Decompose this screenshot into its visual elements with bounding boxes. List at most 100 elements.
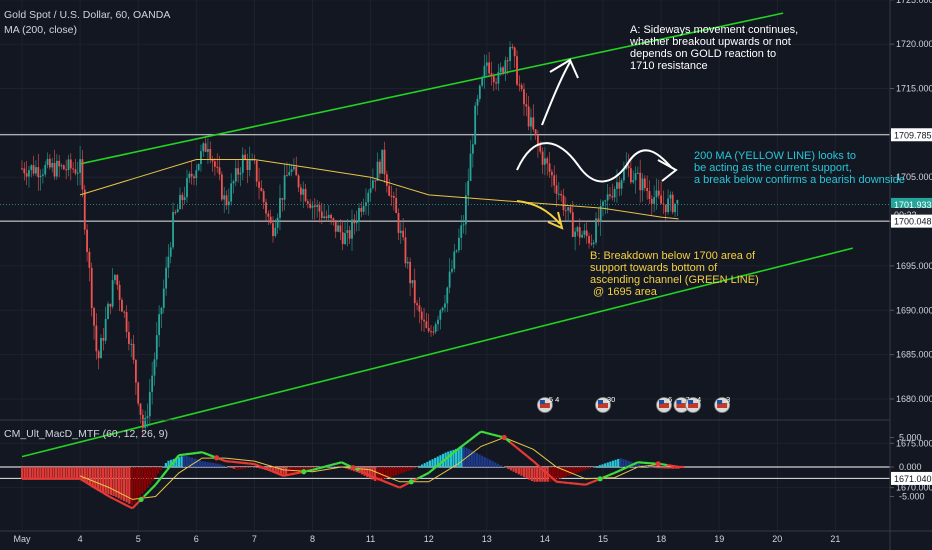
- macd-histogram-bar: [303, 467, 306, 471]
- macd-line-segment: [568, 481, 575, 485]
- macd-histogram-bar: [54, 467, 58, 479]
- time-axis[interactable]: May 4 5 6 7 8 11 12 13 14 15 18 19 20 21: [0, 530, 932, 544]
- price-label-box: [891, 214, 932, 228]
- macd-histogram-bar: [590, 467, 594, 468]
- candle-body: [253, 159, 256, 161]
- candle-body: [553, 175, 556, 186]
- annotation-a[interactable]: A: Sideways movement continues, whether …: [630, 24, 799, 72]
- candle-body: [276, 217, 279, 228]
- macd-line-segment: [399, 483, 406, 489]
- macd-histogram-bar: [457, 448, 460, 467]
- candle-body: [585, 230, 588, 237]
- candle-body: [616, 182, 618, 189]
- macd-histogram-bar: [44, 467, 47, 479]
- macd-histogram-bar: [86, 467, 89, 484]
- time-tick-label: 20: [772, 534, 782, 544]
- price-axis[interactable]: 1730.0001725.0001720.0001715.0001710.000…: [889, 0, 932, 550]
- candle-body: [455, 250, 458, 252]
- macd-histogram-bar: [81, 467, 84, 481]
- macd-line-segment: [375, 477, 383, 482]
- ma-legend[interactable]: MA (200, close): [4, 24, 77, 36]
- macd-histogram-bar: [460, 447, 463, 467]
- macd-histogram-bar: [91, 467, 94, 488]
- candle-body: [169, 247, 172, 257]
- candle-body: [230, 183, 233, 202]
- candle-body: [539, 145, 542, 152]
- event-icons[interactable]: 5 4306743: [537, 395, 730, 413]
- candle-body: [406, 261, 409, 264]
- indicator-legend[interactable]: CM_Ult_MacD_MTF (60, 12, 26, 9): [4, 428, 168, 440]
- time-tick-label: 8: [310, 534, 315, 544]
- macd-histogram-bar: [585, 467, 588, 470]
- candle-body: [279, 198, 281, 218]
- symbol-title[interactable]: Gold Spot / U.S. Dollar, 60, OANDA: [4, 9, 171, 21]
- macd-line-segment: [556, 480, 563, 484]
- macd-histogram-bar: [230, 467, 233, 468]
- event-count-label: 6: [668, 395, 672, 404]
- macd-histogram-bar: [196, 459, 199, 467]
- candle-body: [283, 175, 286, 200]
- candle-body: [313, 205, 316, 207]
- candle-body: [402, 230, 405, 238]
- candle-body: [211, 159, 214, 162]
- candle-body: [28, 170, 30, 177]
- candle-body: [306, 201, 309, 204]
- us-flag-stripe: [598, 403, 608, 408]
- macd-line-segment: [102, 492, 110, 498]
- annotation-ma-note[interactable]: 200 MA (YELLOW LINE) looks to be acting …: [694, 150, 905, 186]
- candle-body: [165, 267, 167, 289]
- candle-body: [516, 56, 518, 85]
- annotation-arrows[interactable]: [516, 58, 678, 230]
- macd-histogram-bar: [614, 459, 617, 467]
- candle-body: [44, 164, 47, 175]
- macd-histogram-bar: [645, 466, 649, 467]
- macd-histogram-bar: [308, 467, 311, 470]
- macd-histogram-bar: [407, 467, 411, 471]
- candle-body: [351, 219, 353, 239]
- arrow-wave: [516, 142, 673, 183]
- macd-histogram-bar: [68, 467, 71, 479]
- candle-body: [104, 318, 107, 341]
- macd-histogram-bar: [522, 467, 526, 478]
- macd-histogram-bar: [389, 467, 392, 477]
- candle-body: [116, 274, 119, 285]
- macd-histogram-bar: [96, 467, 100, 491]
- annotation-b[interactable]: B: Breakdown below 1700 area of support …: [590, 250, 759, 298]
- macd-line-segment: [120, 501, 128, 507]
- candle-body: [458, 237, 460, 251]
- macd-histogram-bar: [400, 467, 403, 474]
- macd-line-segment: [549, 475, 558, 483]
- candle-body: [423, 319, 425, 322]
- macd-histogram-bar: [238, 467, 241, 470]
- macd-histogram-bar: [499, 465, 502, 467]
- candle-body: [155, 335, 158, 360]
- candle-body: [358, 207, 360, 223]
- channel-lines[interactable]: [21, 12, 854, 458]
- candle-body: [337, 225, 339, 232]
- macd-histogram-bar: [274, 467, 277, 473]
- ma-200-line: [79, 159, 679, 220]
- candle-body: [397, 212, 400, 233]
- candle-body: [520, 85, 523, 90]
- us-flag-stripe: [717, 403, 728, 408]
- macd-line-segment: [306, 468, 313, 473]
- macd-line-segment: [143, 489, 151, 498]
- candle-body: [481, 77, 484, 86]
- candle-body: [509, 46, 511, 61]
- macd-histogram-bar: [543, 467, 547, 482]
- macd-line-segment: [526, 455, 534, 462]
- candle-body: [323, 216, 326, 219]
- macd-histogram-bar: [611, 460, 615, 467]
- macd-tick-label: 5.000: [899, 433, 922, 443]
- macd-line-segment: [457, 443, 465, 451]
- candle-body: [620, 180, 623, 189]
- macd-line-segment: [79, 477, 87, 484]
- candle-body: [676, 199, 679, 204]
- macd-histogram-bar: [622, 459, 625, 467]
- candle-body: [32, 165, 35, 174]
- event-count-label: 3: [726, 395, 730, 404]
- macd-histogram-bar: [49, 467, 52, 479]
- us-flag-stripe: [676, 403, 687, 408]
- candle-body: [148, 391, 151, 417]
